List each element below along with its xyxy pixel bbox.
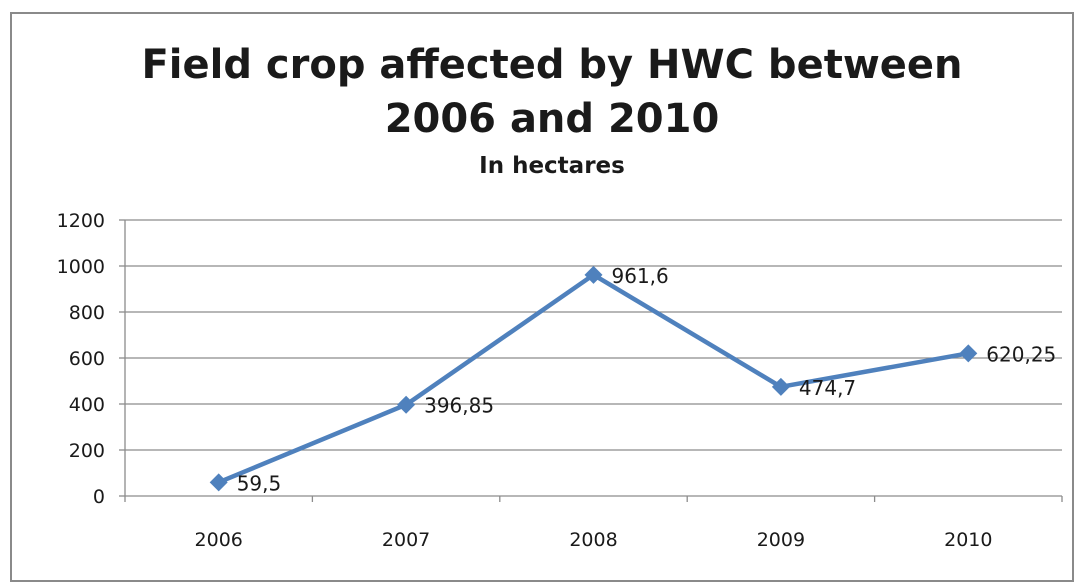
data-point-marker [959, 344, 978, 363]
data-label: 396,85 [424, 394, 494, 418]
y-tick-label: 600 [69, 348, 105, 370]
data-label: 961,6 [612, 264, 669, 288]
data-point-marker [584, 265, 603, 284]
y-tick-label: 0 [93, 486, 105, 508]
x-tick-label: 2008 [569, 529, 617, 551]
chart-title: Field crop affected by HWC between 2006 … [0, 38, 1082, 146]
chart-subtitle: In hectares [479, 153, 625, 179]
y-tick-label: 800 [69, 302, 105, 324]
data-label: 59,5 [237, 471, 282, 495]
y-tick-label: 1000 [57, 256, 105, 278]
chart-title-line-2: 2006 and 2010 [384, 96, 720, 142]
y-tick-label: 1200 [57, 210, 105, 232]
data-label: 620,25 [986, 342, 1056, 366]
y-tick-label: 200 [69, 440, 105, 462]
data-label: 474,7 [799, 376, 856, 400]
series-line [209, 265, 978, 492]
axes: 0 200 400 600 800 1000 1200 2006 2007 2008 2009 201… [57, 210, 1063, 551]
x-tick-label: 2007 [382, 529, 430, 551]
data-point-marker [209, 473, 228, 492]
x-tick-label: 2006 [195, 529, 243, 551]
gridlines [125, 219, 1062, 451]
y-tick-label: 400 [69, 394, 105, 416]
chart-frame [10, 12, 1074, 582]
x-tick-label: 2010 [944, 529, 992, 551]
data-point-marker [771, 377, 790, 396]
chart-title-line-1: Field crop affected by HWC between [141, 42, 963, 88]
labels: 59,5 396,85 961,6 474,7 620,25 [237, 264, 1057, 495]
x-tick-label: 2009 [757, 529, 805, 551]
data-point-marker [397, 395, 416, 414]
